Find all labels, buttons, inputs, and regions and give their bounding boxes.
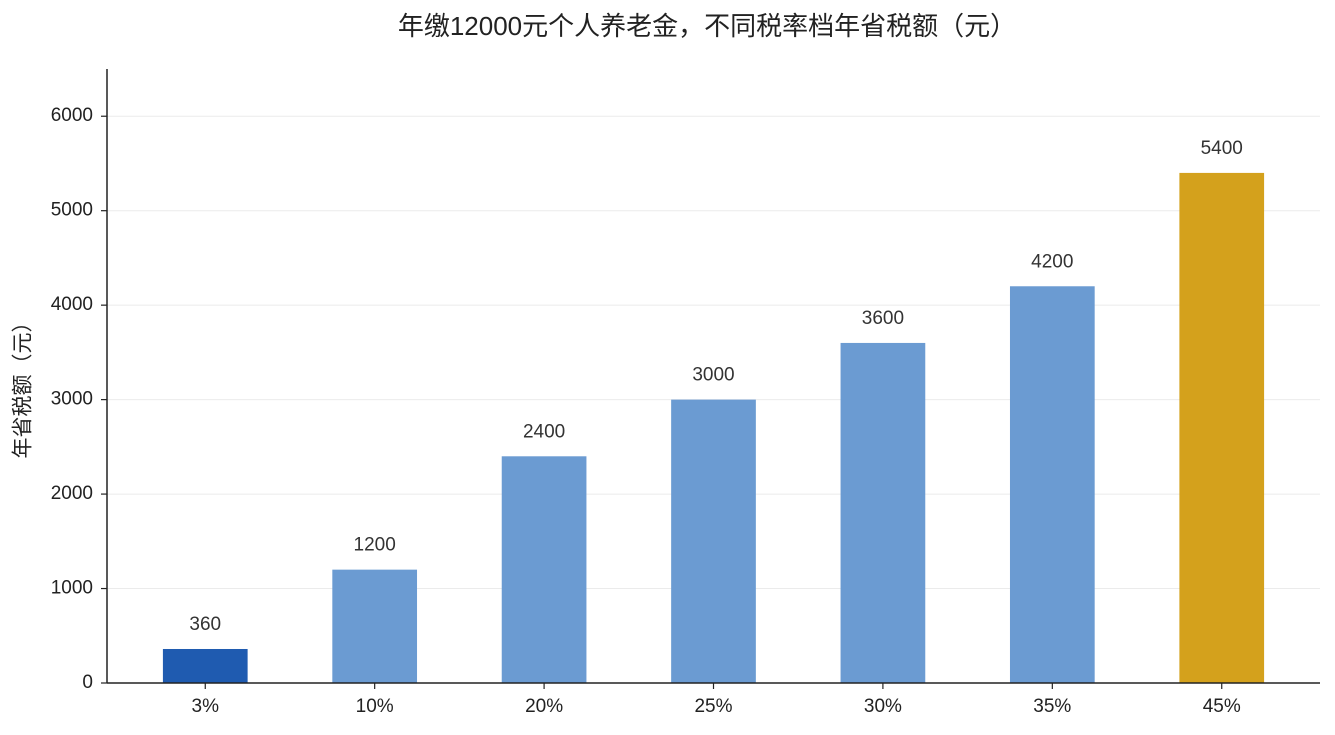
x-tick-label: 20%: [525, 696, 563, 717]
y-tick-label: 6000: [51, 105, 93, 126]
value-label: 2400: [523, 421, 565, 442]
y-tick-label: 5000: [51, 200, 93, 221]
y-tick-label: 1000: [51, 578, 93, 599]
x-tick-label: 45%: [1203, 696, 1241, 717]
bar: [332, 569, 418, 683]
bar: [1009, 286, 1095, 683]
bar: [671, 399, 756, 683]
x-tick-label: 3%: [192, 696, 220, 717]
y-tick-label: 3000: [51, 389, 93, 410]
chart-title: 年缴12000元个人养老金，不同税率档年省税额（元）: [398, 11, 1016, 41]
y-axis-label: 年省税额（元）: [12, 312, 35, 459]
x-tick-label: 25%: [694, 696, 732, 717]
bar: [501, 456, 587, 683]
value-label: 3000: [692, 365, 734, 386]
y-tick-label: 0: [82, 672, 93, 693]
value-label: 360: [189, 614, 221, 635]
value-label: 4200: [1031, 251, 1073, 272]
value-label: 1200: [354, 535, 396, 556]
x-tick-label: 30%: [864, 696, 902, 717]
y-tick-label: 4000: [51, 294, 93, 315]
value-label: 5400: [1201, 138, 1243, 159]
bar: [1179, 172, 1265, 683]
x-tick-label: 35%: [1033, 696, 1071, 717]
bar: [162, 648, 248, 683]
value-label: 3600: [862, 308, 904, 329]
y-tick-label: 2000: [51, 483, 93, 504]
bars: [162, 172, 1265, 683]
bar: [840, 342, 926, 683]
x-tick-label: 10%: [356, 696, 394, 717]
